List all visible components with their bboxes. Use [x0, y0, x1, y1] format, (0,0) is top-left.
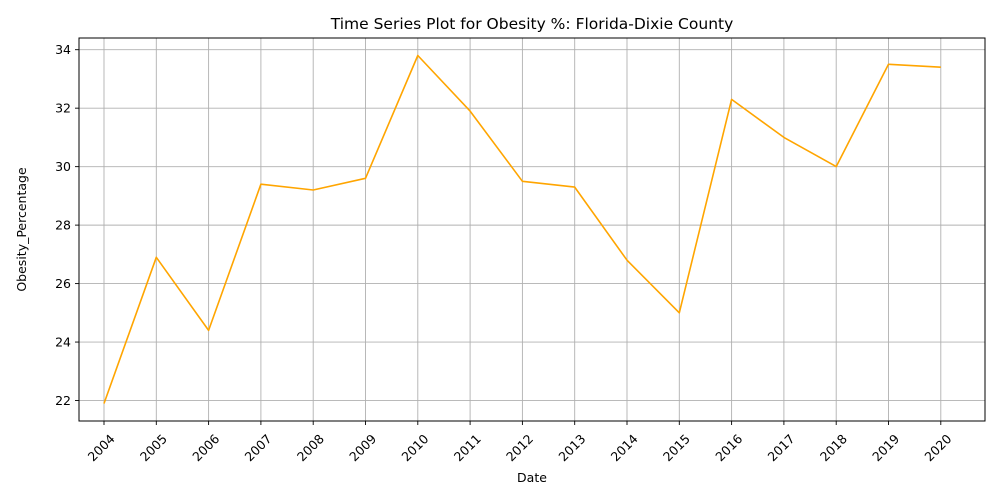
plot-frame: [78, 37, 986, 422]
y-axis-label: Obesity_Percentage: [14, 167, 29, 292]
y-tick-label: 24: [55, 335, 71, 350]
y-tick-label: 34: [55, 42, 71, 57]
y-tick-label: 32: [55, 101, 71, 116]
y-tick-label: 22: [55, 393, 71, 408]
y-tick-label: 28: [55, 218, 71, 233]
x-axis-label: Date: [517, 470, 547, 485]
y-tick-label: 26: [55, 276, 71, 291]
y-tick-label: 30: [55, 159, 71, 174]
data-line-layer: [103, 54, 941, 404]
chart-title: Time Series Plot for Obesity %: Florida-…: [330, 15, 734, 33]
grid-lines: [79, 38, 985, 421]
series-line: [103, 54, 941, 404]
